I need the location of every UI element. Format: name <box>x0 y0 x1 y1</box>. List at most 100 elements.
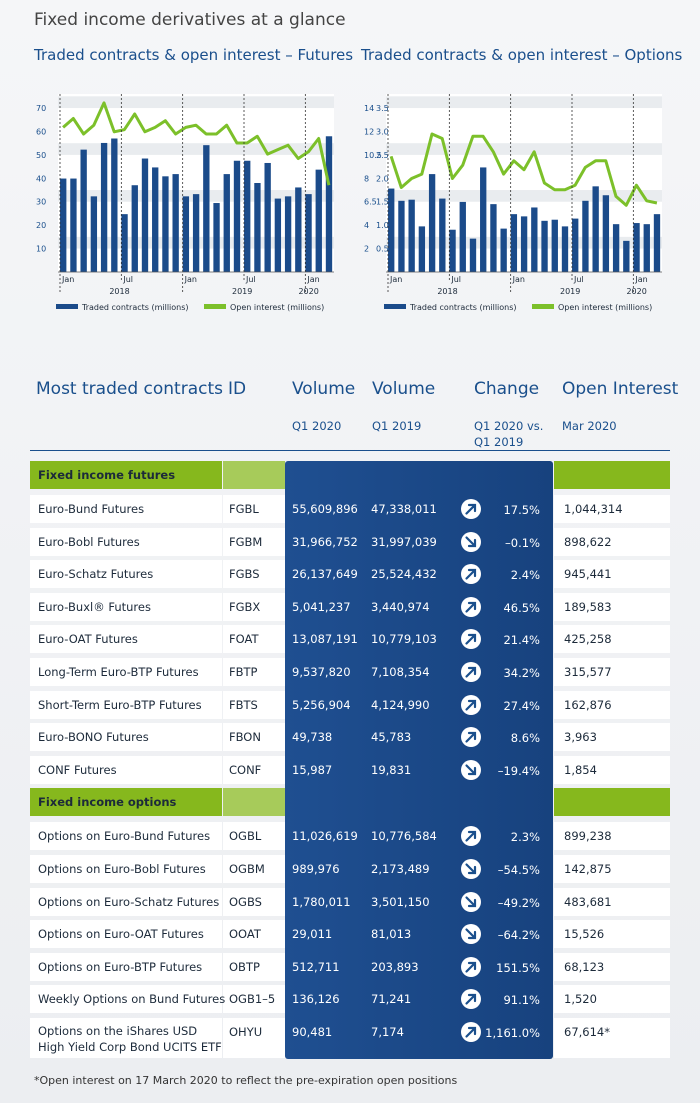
section-label: Fixed income options <box>38 795 177 810</box>
table-row: Short-Term Euro-BTP Futures FBTS 5,256,904… <box>30 690 670 719</box>
header-contract: Most traded contracts <box>36 379 223 399</box>
year-label: 2018 <box>109 287 129 296</box>
legend-bar-swatch <box>56 304 78 309</box>
bar-10 <box>480 167 487 272</box>
bar-24 <box>623 240 630 272</box>
bar-axis-tick: 8 <box>364 174 369 183</box>
bar-22 <box>602 195 610 272</box>
futures-chart-title: Traded contracts & open interest – Futur… <box>34 46 354 64</box>
oi-cell <box>554 887 670 916</box>
name-cell <box>30 920 222 949</box>
volume-2019: 3,440,974 <box>371 599 430 614</box>
contract-name: Options on Euro-Bobl Futures <box>38 862 206 876</box>
options-chart-title: Traded contracts & open interest – Optio… <box>361 46 683 64</box>
oi-cell <box>554 495 670 523</box>
x-tick-label: Jul <box>122 275 133 284</box>
arrow-up-right-icon <box>461 1022 481 1042</box>
bar-axis-tick: 40 <box>36 174 46 183</box>
change-value: –19.4% <box>497 763 540 778</box>
name-cell <box>30 690 222 719</box>
volume-2019: 25,524,432 <box>371 567 437 582</box>
arrow-down-right-icon <box>461 891 481 912</box>
change-value: 91.1% <box>503 993 540 1008</box>
bar-axis-tick: 30 <box>36 198 46 207</box>
contract-id: OBTP <box>229 959 260 974</box>
volume-2019: 2,173,489 <box>371 862 430 876</box>
volume-2019: 4,124,990 <box>371 697 430 712</box>
open-interest: 898,622 <box>564 534 612 549</box>
volume-2020: 5,256,904 <box>292 697 351 712</box>
x-tick-label: Jan <box>306 275 319 284</box>
bar-axis-tick: 60 <box>36 127 46 136</box>
table-row: Euro-Bund Futures FGBL 55,609,896 47,338,01… <box>30 495 670 523</box>
contract-name: Euro-Bund Futures <box>38 502 145 516</box>
section-cell <box>30 788 222 817</box>
bar-16 <box>213 203 220 272</box>
arrow-up-right-icon <box>461 956 481 977</box>
table-row: Euro-BONO Futures FBON 49,738 45,783 8.6% 3,9… <box>30 723 670 752</box>
open-interest: 68,123 <box>564 959 605 974</box>
section-cell <box>223 461 285 489</box>
bar-24 <box>295 187 302 272</box>
year-label: 2020 <box>298 287 318 296</box>
table-row: Long-Term Euro-BTP Futures FBTP 9,537,820 7… <box>30 658 670 686</box>
volume-2019: 7,108,354 <box>371 665 430 679</box>
bar-17 <box>551 219 558 272</box>
table-row: Euro-Schatz Futures FGBS 26,137,649 25,524,… <box>30 560 670 589</box>
name-cell <box>30 952 222 981</box>
contract-name: Euro-BONO Futures <box>38 730 149 745</box>
arrow-down-right-icon <box>461 531 481 552</box>
bar-23 <box>612 224 620 272</box>
bar-6 <box>439 198 446 272</box>
oi-cell <box>554 920 670 949</box>
contract-id: FGBL <box>229 502 259 516</box>
table-row: Weekly Options on Bund Futures OGB1–5 136,… <box>30 985 670 1014</box>
x-tick-label: Jul <box>245 275 256 284</box>
bar-5 <box>428 174 436 272</box>
name-cell <box>30 985 222 1014</box>
bar-5 <box>100 142 108 272</box>
change-value: 1,161.0% <box>485 1026 540 1040</box>
id-cell <box>223 822 285 851</box>
volume-2019: 10,779,103 <box>371 632 437 647</box>
table-row: Options on Euro-OAT Futures OOAT 29,011 81,… <box>30 920 670 949</box>
contract-name: Euro-Bobl Futures <box>38 534 140 549</box>
bar-18 <box>233 160 241 272</box>
grid-band <box>386 190 662 202</box>
contract-name: Euro-Schatz Futures <box>38 567 154 582</box>
line-axis-tick: 0.5 <box>376 245 389 254</box>
bar-8 <box>459 201 466 272</box>
oi-cell <box>554 822 670 851</box>
section-label: Fixed income futures <box>38 468 176 482</box>
bar-axis-tick: 70 <box>36 104 46 113</box>
volume-2019: 203,893 <box>371 959 419 974</box>
table-row: Options on Euro-Schatz Futures OGBS 1,780,… <box>30 887 670 916</box>
open-interest: 189,583 <box>564 599 612 614</box>
section-cell <box>30 461 222 489</box>
grid-band <box>386 96 662 109</box>
line-axis-tick: 2.0 <box>376 174 389 183</box>
id-cell <box>223 755 285 784</box>
contract-id: FBON <box>229 730 261 745</box>
header-volume-2019: Volume <box>372 379 436 399</box>
contract-id: OGBL <box>229 829 262 844</box>
change-value: 17.5% <box>503 503 540 517</box>
volume-2020: 15,987 <box>292 762 333 777</box>
id-cell <box>223 658 285 686</box>
id-cell <box>223 985 285 1014</box>
bar-6 <box>111 138 118 272</box>
bar-12 <box>500 228 507 272</box>
bar-19 <box>572 218 579 272</box>
table-row: Options on Euro-BTP Futures OBTP 512,711 20… <box>30 952 670 981</box>
volume-2020: 5,041,237 <box>292 599 351 614</box>
table-row: Options on the iShares USD High Yield Co… <box>30 1018 670 1058</box>
legend-bar-label: Traded contracts (millions) <box>409 303 517 312</box>
line-axis-tick: 3.0 <box>376 127 389 136</box>
header-change: Change <box>474 379 540 399</box>
header-open-interest: Open Interest <box>562 379 679 399</box>
id-cell <box>223 495 285 523</box>
table-row: Euro-Bobl Futures FGBM 31,966,752 31,997,03… <box>30 527 670 556</box>
bar-15 <box>531 207 538 272</box>
contract-id: FBTS <box>229 697 258 712</box>
open-interest-line <box>62 101 331 186</box>
